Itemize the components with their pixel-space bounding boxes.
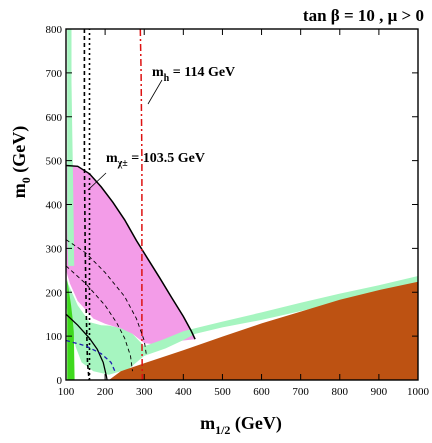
region-bright-green: [67, 279, 75, 380]
annotation-higgs-rest: = 114 GeV: [169, 65, 235, 80]
curve-black-dashed-vertical: [83, 29, 90, 380]
x-axis-title-unit: (GeV): [230, 413, 281, 434]
curve-blue-dashed: [66, 339, 116, 372]
y-axis-title-main: m: [9, 183, 29, 198]
region-pink: [66, 165, 196, 345]
chart-title: tan β = 10 , μ > 0: [303, 6, 424, 25]
x-tick-label: 100: [58, 386, 75, 398]
annotation-chargino-arrow: [87, 172, 107, 191]
x-axis-title-sub: 1/2: [215, 423, 230, 437]
x-tick-label: 400: [175, 386, 192, 398]
y-axis: 0 100 200 300 400 500 600 700 800: [46, 24, 418, 387]
y-tick-label: 0: [57, 375, 63, 387]
y-tick-label: 700: [46, 68, 63, 80]
region-light-green-upper: [67, 29, 75, 266]
x-tick-label: 900: [371, 386, 388, 398]
annotation-higgs: mh = 114 GeV: [152, 65, 235, 84]
region-light-green-band: [66, 276, 418, 375]
y-tick-label: 200: [46, 287, 63, 299]
annotation-chargino-main: m: [106, 151, 118, 166]
chart-curves: [66, 29, 196, 380]
x-tick-label: 1000: [407, 386, 430, 398]
annotation-higgs-arrow: [147, 79, 163, 105]
x-tick-label: 200: [97, 386, 114, 398]
x-tick-label: 500: [214, 386, 231, 398]
annotation-chargino-sup: χ±: [117, 158, 129, 169]
x-tick-label: 600: [253, 386, 270, 398]
chart-regions: [66, 29, 418, 380]
y-tick-label: 100: [46, 331, 63, 343]
region-brown: [109, 281, 418, 380]
curve-dashed-2: [66, 265, 133, 372]
y-axis-title: m0 (GeV): [9, 126, 33, 198]
y-tick-label: 500: [46, 156, 63, 168]
y-tick-label: 300: [46, 243, 63, 255]
x-tick-label: 800: [332, 386, 349, 398]
x-tick-label: 700: [292, 386, 309, 398]
annotation-chargino-rest: = 103.5 GeV: [128, 151, 205, 166]
curve-lower-boundary: [66, 313, 108, 380]
y-tick-label: 800: [46, 24, 63, 36]
annotation-higgs-main: m: [152, 65, 164, 80]
annotation-chargino: mχ± = 103.5 GeV: [106, 151, 205, 169]
curve-red-dashdot: [139, 29, 144, 380]
x-axis-title: m1/2 (GeV): [200, 413, 282, 437]
y-axis-title-sub: 0: [19, 177, 33, 183]
x-axis: 100 200 300 400 500 600 700 800 900 1000: [58, 29, 430, 398]
annotation-higgs-sub: h: [164, 73, 170, 84]
curve-dashed-1: [66, 239, 147, 354]
x-tick-label: 300: [136, 386, 153, 398]
y-tick-label: 400: [46, 200, 63, 212]
y-axis-title-unit: (GeV): [9, 126, 30, 177]
x-axis-title-main: m: [200, 413, 215, 433]
y-tick-label: 600: [46, 112, 63, 124]
